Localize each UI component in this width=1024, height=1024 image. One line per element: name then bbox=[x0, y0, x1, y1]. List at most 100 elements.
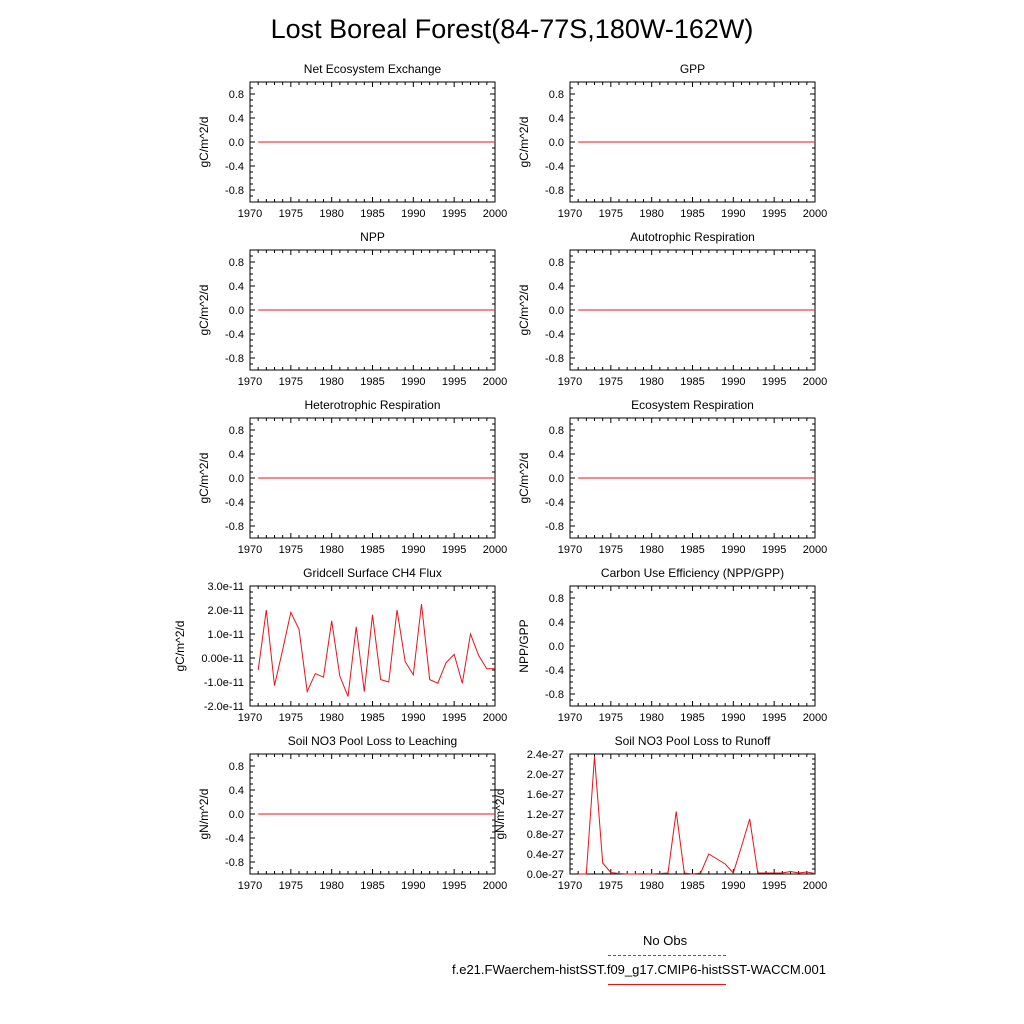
x-tick-label: 1985 bbox=[360, 544, 384, 556]
x-tick-label: 1995 bbox=[762, 376, 786, 388]
y-tick-label: 0.8 bbox=[229, 425, 244, 437]
panel-title: Autotrophic Respiration bbox=[630, 230, 755, 244]
y-tick-label: -0.4 bbox=[545, 665, 564, 677]
chart-panel-1: GPP 1970 1975 1980 1985 1990 1995 2000 -0.8 -0.4 0… bbox=[517, 62, 827, 220]
x-tick-label: 1995 bbox=[762, 712, 786, 724]
chart-panel-6: Gridcell Surface CH4 Flux 1970 1975 1980 198… bbox=[173, 566, 507, 724]
y-tick-label: 0.0 bbox=[229, 809, 244, 821]
x-tick-label: 1970 bbox=[558, 880, 582, 892]
y-tick-label: -0.8 bbox=[545, 185, 564, 197]
x-tick-label: 1990 bbox=[401, 880, 425, 892]
series-line-0 bbox=[578, 756, 816, 875]
x-tick-label: 1975 bbox=[599, 376, 623, 388]
x-tick-label: 1975 bbox=[279, 208, 303, 220]
x-tick-label: 1980 bbox=[639, 544, 663, 556]
y-tick-label: -0.8 bbox=[225, 521, 244, 533]
y-axis-label: gC/m^2/d bbox=[197, 117, 211, 168]
chart-panel-5: Ecosystem Respiration 1970 1975 1980 1985 199… bbox=[517, 398, 827, 556]
y-tick-label: -0.8 bbox=[225, 185, 244, 197]
legend-label-model: f.e21.FWaerchem-histSST.f09_g17.CMIP6-hi… bbox=[452, 962, 826, 977]
y-tick-label: 0.8 bbox=[549, 89, 564, 101]
y-tick-label: 0.0 bbox=[229, 305, 244, 317]
x-tick-label: 1975 bbox=[279, 712, 303, 724]
x-tick-label: 1985 bbox=[680, 880, 704, 892]
x-tick-label: 1995 bbox=[762, 544, 786, 556]
x-tick-label: 1975 bbox=[599, 208, 623, 220]
x-tick-label: 1980 bbox=[639, 208, 663, 220]
panel-title: Carbon Use Efficiency (NPP/GPP) bbox=[601, 566, 784, 580]
y-tick-label: 0.0e-27 bbox=[527, 869, 564, 881]
y-tick-label: -0.8 bbox=[545, 353, 564, 365]
x-tick-label: 1975 bbox=[599, 712, 623, 724]
x-tick-label: 1990 bbox=[401, 712, 425, 724]
y-tick-label: 0.4e-27 bbox=[527, 849, 564, 861]
x-tick-label: 1990 bbox=[721, 712, 745, 724]
legend-line-model bbox=[608, 984, 726, 985]
x-tick-label: 1970 bbox=[238, 712, 262, 724]
x-tick-label: 1995 bbox=[442, 376, 466, 388]
y-axis-label: gC/m^2/d bbox=[517, 285, 531, 336]
y-tick-label: -0.4 bbox=[225, 833, 244, 845]
y-tick-label: -1.0e-11 bbox=[204, 677, 244, 689]
x-tick-label: 1995 bbox=[762, 880, 786, 892]
plot-frame bbox=[249, 585, 496, 707]
x-tick-label: 1980 bbox=[639, 376, 663, 388]
x-tick-label: 2000 bbox=[483, 376, 507, 388]
x-tick-label: 2000 bbox=[483, 208, 507, 220]
y-axis-label: gC/m^2/d bbox=[517, 453, 531, 504]
y-axis-label: gC/m^2/d bbox=[517, 117, 531, 168]
x-tick-label: 1985 bbox=[680, 712, 704, 724]
y-axis-label: gC/m^2/d bbox=[173, 621, 187, 672]
x-tick-label: 1970 bbox=[558, 208, 582, 220]
x-tick-label: 1990 bbox=[401, 544, 425, 556]
x-tick-label: 1980 bbox=[639, 880, 663, 892]
y-tick-label: 0.4 bbox=[549, 449, 564, 461]
x-tick-label: 1995 bbox=[442, 544, 466, 556]
y-tick-label: 3.0e-11 bbox=[208, 581, 245, 593]
panel-title: Soil NO3 Pool Loss to Runoff bbox=[615, 734, 772, 748]
x-tick-label: 1990 bbox=[721, 880, 745, 892]
x-tick-label: 1980 bbox=[319, 544, 343, 556]
panel-title: GPP bbox=[680, 62, 705, 76]
x-tick-label: 1970 bbox=[558, 544, 582, 556]
x-tick-label: 1980 bbox=[319, 880, 343, 892]
x-tick-label: 1990 bbox=[401, 208, 425, 220]
y-tick-label: 0.4 bbox=[549, 617, 564, 629]
y-tick-label: -2.0e-11 bbox=[204, 701, 244, 713]
x-tick-label: 1990 bbox=[721, 376, 745, 388]
y-tick-label: 0.8 bbox=[549, 425, 564, 437]
x-tick-label: 1985 bbox=[360, 208, 384, 220]
panel-title: Ecosystem Respiration bbox=[631, 398, 754, 412]
x-tick-label: 1975 bbox=[599, 544, 623, 556]
y-axis-label: gN/m^2/d bbox=[493, 789, 507, 840]
y-tick-label: 0.0 bbox=[549, 473, 564, 485]
panel-title: NPP bbox=[360, 230, 385, 244]
y-tick-label: -0.8 bbox=[545, 689, 564, 701]
chart-panel-3: Autotrophic Respiration 1970 1975 1980 1985 1… bbox=[517, 230, 827, 388]
y-tick-label: 1.2e-27 bbox=[527, 809, 564, 821]
x-tick-label: 1985 bbox=[360, 712, 384, 724]
x-tick-label: 1970 bbox=[238, 880, 262, 892]
x-tick-label: 1975 bbox=[279, 376, 303, 388]
y-tick-label: -0.4 bbox=[225, 497, 244, 509]
y-tick-label: 0.8e-27 bbox=[527, 829, 564, 841]
chart-panel-0: Net Ecosystem Exchange 1970 1975 1980 1985 19… bbox=[197, 62, 507, 220]
y-axis-label: NPP/GPP bbox=[517, 619, 531, 672]
y-tick-label: 0.0 bbox=[229, 473, 244, 485]
x-tick-label: 1975 bbox=[599, 880, 623, 892]
y-tick-label: 1.6e-27 bbox=[527, 789, 564, 801]
x-tick-label: 2000 bbox=[803, 880, 827, 892]
chart-panel-2: NPP 1970 1975 1980 1985 1990 1995 2000 -0.8 -0.4 0… bbox=[197, 230, 507, 388]
panel-title: Gridcell Surface CH4 Flux bbox=[303, 566, 442, 580]
x-tick-label: 2000 bbox=[483, 880, 507, 892]
x-tick-label: 1975 bbox=[279, 880, 303, 892]
y-tick-label: 0.8 bbox=[229, 89, 244, 101]
x-tick-label: 1970 bbox=[238, 544, 262, 556]
y-tick-label: -0.8 bbox=[545, 521, 564, 533]
x-tick-label: 1995 bbox=[442, 880, 466, 892]
y-tick-label: 0.4 bbox=[229, 281, 244, 293]
y-tick-label: 0.0 bbox=[549, 137, 564, 149]
legend-label-obs: No Obs bbox=[643, 933, 688, 948]
panel-title: Net Ecosystem Exchange bbox=[304, 62, 442, 76]
x-tick-label: 1990 bbox=[721, 208, 745, 220]
